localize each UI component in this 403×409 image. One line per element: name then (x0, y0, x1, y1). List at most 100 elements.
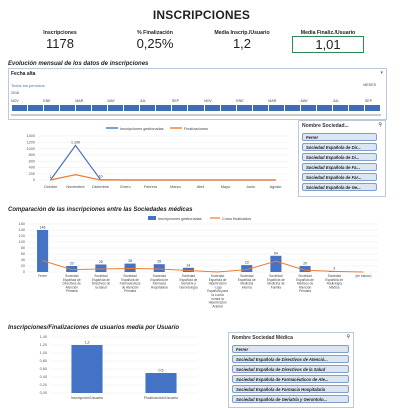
series-line (42, 260, 364, 273)
timeline-month-bar[interactable] (27, 105, 43, 111)
slicer-item[interactable]: Sociedad Española de Farmacéuticos de At… (232, 375, 349, 383)
timeline-month-bar[interactable] (91, 105, 107, 111)
x-tick-line: la Lucha (212, 293, 224, 297)
x-tick-label: Sociedad Española de Medicina Interna (238, 274, 256, 289)
y-tick-label: 400 (29, 166, 35, 170)
slicer-item[interactable]: Sociedad Española de Farmacia Hospitalar… (232, 385, 349, 393)
x-tick-label: (en blanco) (355, 274, 371, 278)
data-label: 1,2 (85, 341, 90, 345)
timeline-month-bar[interactable] (317, 105, 333, 111)
chart-monthly-evolution: Inscripciones gestionadas Finalizaciones 0… (27, 127, 288, 189)
kpi-finalizacion: % Finalización 0,25% (115, 30, 195, 51)
timeline-scrollbar[interactable] (11, 114, 381, 116)
slicer-item[interactable]: Sociedad Española de Fa... (302, 163, 377, 171)
filter-icon[interactable]: ⚲ (346, 334, 350, 340)
timeline-bar-track[interactable] (11, 105, 381, 111)
timeline-month-bar[interactable] (11, 105, 27, 111)
x-tick-line: Hipertensión (209, 301, 227, 305)
y-tick-label: 0,20 (40, 383, 47, 387)
timeline-month-bar[interactable] (172, 105, 188, 111)
timeline-month-label: JUL (332, 99, 340, 103)
slicer-item[interactable]: Ferrer (302, 133, 377, 141)
x-tick-line: Española de (92, 278, 110, 282)
slicer-item[interactable]: Sociedad Española de Geriatría y Geronto… (232, 395, 349, 403)
data-label: 54 (274, 251, 278, 255)
y-tick-label: 100 (19, 240, 25, 244)
slicer-item[interactable]: Sociedad Española de Dir... (302, 143, 377, 151)
timeline-month-bar[interactable] (124, 105, 140, 111)
x-tick-label: Sociedad Española de Farmacéuticos de Atenc… (120, 274, 141, 293)
kpi-media-finaliz[interactable]: Media Finaliz./Usuario 1,01 (288, 30, 368, 53)
series-line (50, 174, 276, 181)
slicer-item[interactable]: Sociedad Española de Directivos de la Sa… (232, 365, 349, 373)
x-tick-line: Arterial (213, 304, 223, 308)
chart-sociedades: Inscripciones gestionadas Curso finalizad… (19, 216, 378, 308)
slicer-header: Nombre Sociedad Médica (232, 335, 293, 341)
section-title-comparacion: Comparación de las inscripciones entre l… (8, 207, 193, 213)
x-tick-line: Sociedad (94, 274, 108, 278)
y-tick-label: 80 (21, 246, 25, 250)
bar (66, 266, 78, 272)
timeline-month-bar[interactable] (220, 105, 236, 111)
legend-label: Inscripciones gestionadas (120, 127, 164, 131)
slicer-item[interactable]: Ferrer (232, 345, 349, 353)
filter-clear-icon[interactable]: ▾ (380, 70, 383, 76)
timeline-month-bar[interactable] (108, 105, 124, 111)
timeline-month-bar[interactable] (204, 105, 220, 111)
timeline-month-bar[interactable] (188, 105, 204, 111)
series-point (124, 179, 127, 181)
timeline-month-bar[interactable] (236, 105, 252, 111)
x-tick-line: Española de (150, 278, 168, 282)
filter-icon[interactable]: ⚲ (378, 122, 382, 128)
timeline-month-bar[interactable] (43, 105, 59, 111)
slicer-sociedad-medica[interactable]: Nombre Sociedad Médica ⚲ Ferrer Sociedad… (228, 332, 354, 408)
legend-label: Finalizaciones (184, 127, 208, 131)
x-tick-label: Noviembre (66, 185, 84, 189)
x-tick-label: Sociedad Española de Médicos de Atención Pri… (296, 274, 314, 293)
slicer-item[interactable]: Sociedad Española de Di... (302, 153, 377, 161)
kpi-value-selected-cell[interactable]: 1,01 (292, 36, 364, 53)
timeline-month-label: MAR (75, 99, 84, 103)
timeline-month-bar[interactable] (140, 105, 156, 111)
slicer-item[interactable]: Sociedad Española de Ge... (302, 183, 377, 191)
data-label: 3 (333, 267, 335, 271)
timeline-month-label: SEP (171, 99, 180, 103)
timeline-month-label: ENE (236, 99, 244, 103)
timeline-month-bar[interactable] (252, 105, 268, 111)
x-tick-label: Sociedad Española de Radiología Médica (325, 274, 343, 289)
slicer-item[interactable]: Sociedad Española de Directivos de Atenc… (232, 355, 349, 363)
timeline-months: NOV ENE MAR MAY JUL SEP NOV ENE MAR MAY JUL SEP (11, 99, 381, 104)
timeline-month-bar[interactable] (284, 105, 301, 111)
timeline-granularity[interactable]: MESES (363, 83, 376, 87)
section-title-media: Inscripciones/Finalizaciones de usuarios… (8, 325, 180, 331)
series-point (174, 179, 177, 181)
timeline-month-bar[interactable] (365, 105, 381, 111)
y-tick-label: 1,20 (40, 343, 47, 347)
slicer-item[interactable]: Sociedad Española de Far... (302, 173, 377, 181)
x-tick-label: Sociedad Española de Medicina de Familia (267, 274, 285, 289)
x-tick-line: de Atención (122, 285, 139, 289)
series-line (50, 144, 276, 181)
bar (153, 264, 165, 272)
timeline-month-bar[interactable] (349, 105, 365, 111)
timeline-month-bar[interactable] (156, 105, 172, 111)
x-tick-line: Española de (121, 278, 139, 282)
x-tick-label: Inscripción/Usuario (71, 396, 103, 400)
y-tick-label: 800 (29, 153, 35, 157)
x-tick-line: Médica (329, 285, 340, 289)
timeline-month-bar[interactable] (75, 105, 91, 111)
x-tick-line: Hospitalaria (151, 285, 168, 289)
y-tick-label: 0,40 (40, 375, 47, 379)
bar (145, 373, 177, 393)
timeline-month-bar[interactable] (301, 105, 317, 111)
x-tick-line: Sociedad (153, 274, 167, 278)
x-tick-label: Agosto (270, 185, 282, 189)
x-tick-label: Enero (120, 185, 130, 189)
timeline-month-bar[interactable] (59, 105, 75, 111)
timeline-month-bar[interactable] (333, 105, 349, 111)
dashboard-title: INSCRIPCIONES (152, 8, 251, 22)
y-tick-label: 0,80 (40, 359, 47, 363)
timeline-slicer[interactable]: Fecha alta ▾ Todos los períodos 2016 MES… (8, 68, 387, 120)
slicer-sociedad-1[interactable]: Nombre Sociedad... ⚲ Ferrer Sociedad Esp… (298, 120, 386, 197)
timeline-month-bar[interactable] (268, 105, 284, 111)
